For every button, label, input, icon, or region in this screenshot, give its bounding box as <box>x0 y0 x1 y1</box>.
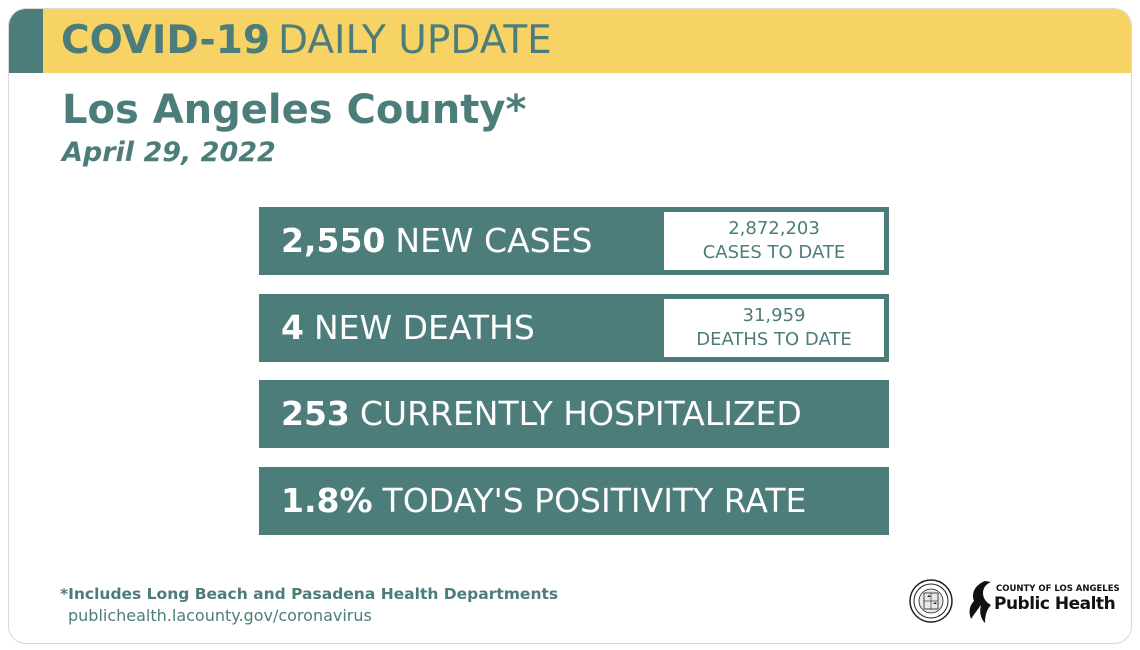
stat-positivity-rate: 1.8% TODAY'S POSITIVITY RATE <box>259 467 889 535</box>
stat-label: CURRENTLY HOSPITALIZED <box>359 394 802 433</box>
logo-small-text: COUNTY OF LOS ANGELES <box>996 584 1120 594</box>
stat-new-cases: 2,550 NEW CASES 2,872,203 CASES TO DATE <box>259 207 889 275</box>
cases-to-date-box: 2,872,203 CASES TO DATE <box>664 212 884 270</box>
stat-number: 1.8% <box>281 481 373 520</box>
logo-big-text: Public Health <box>994 594 1116 614</box>
stat-label: NEW CASES <box>395 221 593 260</box>
footnote: *Includes Long Beach and Pasadena Health… <box>60 585 559 603</box>
stat-label: NEW DEATHS <box>313 308 535 347</box>
stat-number: 4 <box>281 308 304 347</box>
to-date-label: CASES TO DATE <box>702 242 846 263</box>
stat-label: TODAY'S POSITIVITY RATE <box>382 481 807 520</box>
deaths-to-date-box: 31,959 DEATHS TO DATE <box>664 299 884 357</box>
banner-title-bold: COVID-19 <box>61 18 270 63</box>
to-date-value: 2,872,203 <box>728 218 820 239</box>
banner-accent <box>9 9 43 73</box>
county-seal-icon <box>909 579 953 623</box>
to-date-label: DEATHS TO DATE <box>696 329 852 350</box>
stat-number: 2,550 <box>281 221 386 260</box>
public-health-logo: COUNTY OF LOS ANGELES Public Health <box>965 579 1120 625</box>
title-banner: COVID-19 DAILY UPDATE <box>9 9 1131 73</box>
stat-number: 253 <box>281 394 350 433</box>
stat-hospitalized: 253 CURRENTLY HOSPITALIZED <box>259 380 889 448</box>
website-url: publichealth.lacounty.gov/coronavirus <box>68 606 372 625</box>
banner-title-light: DAILY UPDATE <box>277 18 552 63</box>
county-heading: Los Angeles County* <box>62 87 527 133</box>
to-date-value: 31,959 <box>742 305 806 326</box>
public-health-mark-icon <box>969 581 991 623</box>
stat-new-deaths: 4 NEW DEATHS 31,959 DEATHS TO DATE <box>259 294 889 362</box>
report-date: April 29, 2022 <box>62 137 276 168</box>
banner-title: COVID-19 DAILY UPDATE <box>61 18 552 64</box>
update-card: COVID-19 DAILY UPDATE Los Angeles County*… <box>8 8 1132 644</box>
